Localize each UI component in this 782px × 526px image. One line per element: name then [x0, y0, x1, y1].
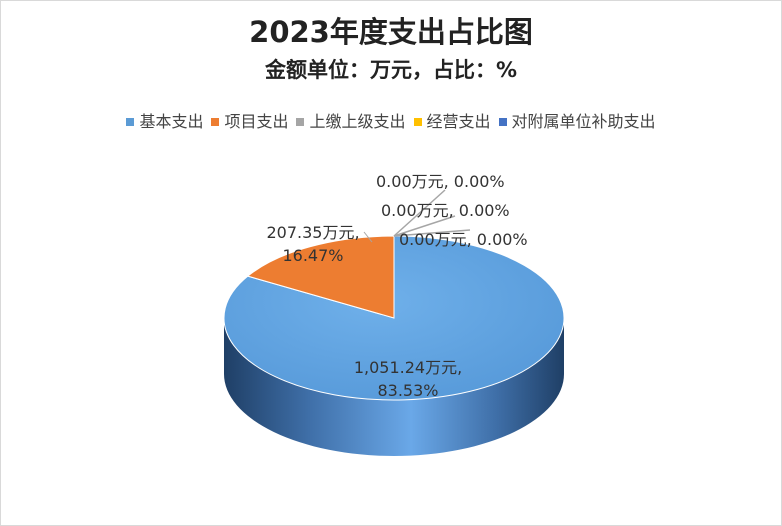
legend-swatch-remit [296, 118, 305, 126]
data-label-business: 0.00万元, 0.00% [381, 201, 510, 220]
legend-item-remit: 上缴上级支出 [296, 111, 406, 133]
data-label-percent-basic: 83.53% [377, 381, 438, 400]
chart-subtitle: 金额单位：万元，占比：% [264, 58, 518, 82]
data-label-remit: 0.00万元, 0.00% [376, 172, 505, 191]
data-label-percent-project: 16.47% [282, 246, 343, 265]
chart-title: 2023年度支出占比图 [249, 15, 533, 49]
legend-item-basic: 基本支出 [126, 111, 203, 133]
label-layer: 1,051.24万元, 83.53% 207.35万元, 16.47% 0.00万元, … [266, 172, 527, 400]
data-label-project: 207.35万元, [266, 223, 359, 242]
legend-label-subsidy: 对附属单位补助支出 [511, 112, 656, 131]
leader-line-business [393, 215, 456, 237]
legend-label-remit: 上缴上级支出 [309, 112, 406, 131]
legend-swatch-business [413, 118, 422, 126]
data-label-basic: 1,051.24万元, [354, 358, 462, 377]
leader-line-subsidy [393, 229, 471, 237]
pie-layer [223, 235, 565, 456]
legend-swatch-subsidy [498, 118, 507, 126]
chart-legend: 基本支出 项目支出 上缴上级支出 经营支出 对附属单位补助支出 [0, 111, 782, 133]
leader-line-remit [393, 189, 446, 237]
legend-label-basic: 基本支出 [139, 112, 204, 131]
data-label-subsidy: 0.00万元, 0.00% [399, 230, 528, 249]
pie-slice-project [246, 235, 395, 319]
pie-side-basic [224, 318, 564, 456]
legend-item-project: 项目支出 [211, 111, 288, 133]
legend-label-project: 项目支出 [224, 112, 289, 131]
legend-label-business: 经营支出 [426, 112, 491, 131]
leader-line-project [363, 231, 373, 243]
legend-item-business: 经营支出 [413, 111, 491, 133]
legend-item-subsidy: 对附属单位补助支出 [498, 111, 656, 133]
leader-layer [363, 189, 471, 243]
legend-swatch-basic [126, 118, 135, 126]
legend-swatch-project [211, 118, 220, 126]
